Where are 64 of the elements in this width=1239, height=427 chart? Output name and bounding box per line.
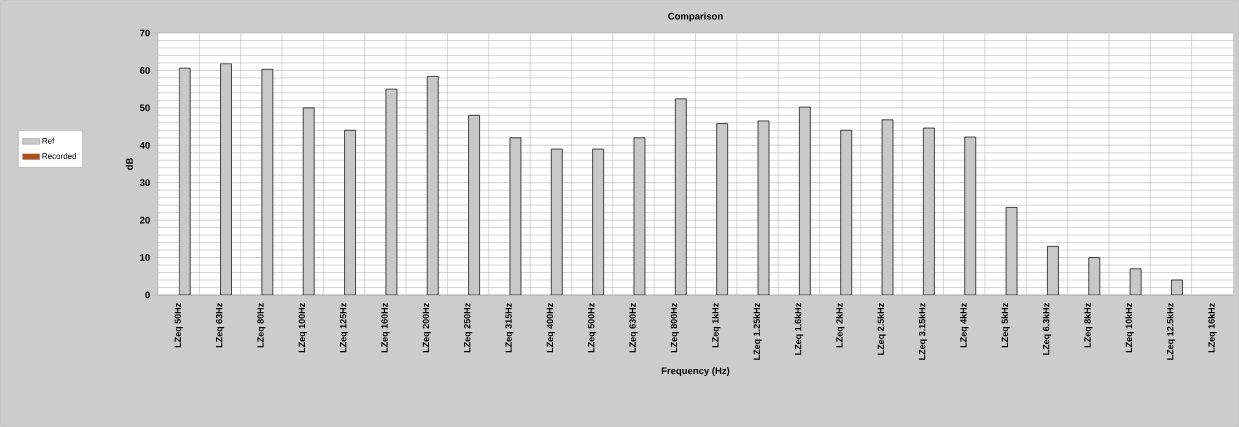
bar xyxy=(923,127,935,295)
x-tick-label: LZeq 100Hz xyxy=(298,303,307,353)
y-tick-label: 60 xyxy=(139,67,150,74)
y-tick-label: 50 xyxy=(139,104,150,112)
x-tick-label: LZeq 250Hz xyxy=(464,303,473,353)
bar xyxy=(178,67,191,295)
y-axis-title: dB xyxy=(125,158,133,170)
chart-title: Comparison xyxy=(668,12,723,22)
x-axis-title: Frequency (Hz) xyxy=(661,367,730,377)
x-tick-label: LZeq 5kHz xyxy=(1001,303,1010,348)
bar xyxy=(220,63,232,295)
y-tick-label: 70 xyxy=(140,29,150,37)
x-tick-label: LZeq 1kHz xyxy=(711,303,721,348)
x-tick-label: LZeq 10kHz xyxy=(1125,303,1134,353)
bar xyxy=(716,123,729,295)
x-tick-label: LZeq 16kHz xyxy=(1208,303,1217,353)
bar xyxy=(302,107,315,295)
bar xyxy=(1171,279,1183,295)
bar xyxy=(385,88,398,295)
x-tick-label: LZeq 63Hz xyxy=(215,303,225,348)
x-tick-label: LZeq 12.5kHz xyxy=(1166,303,1176,360)
x-tick-label: LZeq 6.3kHz xyxy=(1042,303,1052,355)
bar xyxy=(1005,207,1018,295)
y-tick-label: 30 xyxy=(139,179,150,187)
x-tick-label: LZeq 80Hz xyxy=(257,303,266,348)
bar xyxy=(633,137,646,295)
x-tick-label: LZeq 200Hz xyxy=(422,303,431,353)
bar xyxy=(840,129,853,295)
x-tick-label: LZeq 50Hz xyxy=(174,303,183,348)
y-tick-label: 0 xyxy=(145,291,150,299)
bar xyxy=(592,148,604,295)
x-tick-label: LZeq 800Hz xyxy=(670,303,679,353)
bar xyxy=(468,114,480,295)
x-tick-label: LZeq 1.6kHz xyxy=(794,303,804,355)
x-tick-label: LZeq 160Hz xyxy=(381,303,390,353)
y-tick-label: 10 xyxy=(140,254,150,261)
bar xyxy=(344,129,356,295)
x-tick-label: LZeq 400Hz xyxy=(546,303,555,353)
x-tick-label: LZeq 2kHz xyxy=(836,303,845,348)
legend-label: Ref xyxy=(42,137,55,144)
bar xyxy=(261,68,274,295)
x-tick-label: LZeq 315Hz xyxy=(505,303,514,353)
x-tick-label: LZeq 3.15kHz xyxy=(918,303,928,360)
bar xyxy=(509,137,522,295)
bar xyxy=(1047,245,1059,295)
x-tick-label: LZeq 2.5kHz xyxy=(877,303,886,355)
bar xyxy=(1129,268,1142,295)
x-tick-label: LZeq 125Hz xyxy=(339,303,349,353)
y-tick-label: 20 xyxy=(139,216,150,224)
x-tick-label: LZeq 8kHz xyxy=(1084,303,1093,348)
bar xyxy=(1088,257,1101,295)
bar xyxy=(550,148,563,295)
x-tick-label: LZeq 1.25kHz xyxy=(753,303,762,360)
bar xyxy=(964,136,977,295)
bar xyxy=(757,120,770,295)
bar xyxy=(799,106,811,295)
x-tick-label: LZeq 500Hz xyxy=(588,303,597,353)
bar xyxy=(426,76,439,295)
legend-label: Recorded xyxy=(42,153,77,159)
x-tick-label: LZeq 630Hz xyxy=(629,303,638,353)
bar xyxy=(674,98,687,295)
bar xyxy=(881,119,894,295)
x-tick-label: LZeq 4kHz xyxy=(960,303,969,348)
y-tick-label: 40 xyxy=(139,141,150,149)
